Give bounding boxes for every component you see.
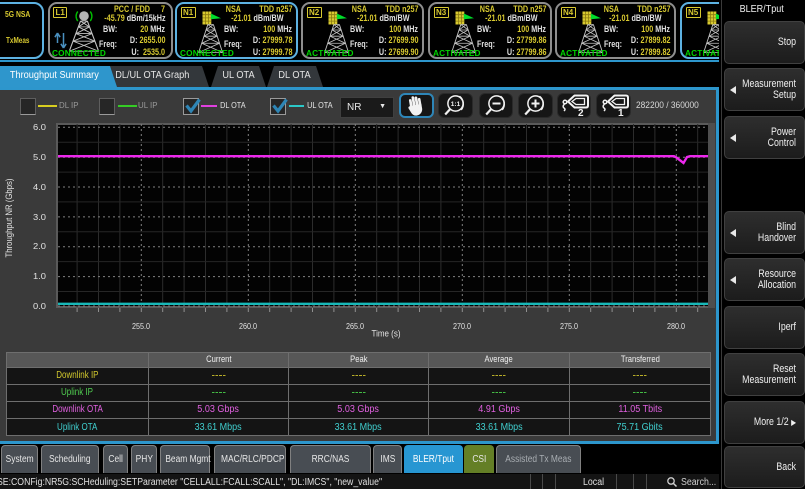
svg-text:1.0: 1.0 [33,271,46,281]
svg-text:5.0: 5.0 [33,152,46,162]
svg-text:260.0: 260.0 [239,321,257,331]
svg-text:265.0: 265.0 [346,321,364,331]
svg-text:4.0: 4.0 [33,182,46,192]
svg-text:2: 2 [578,108,584,119]
svg-text:280.0: 280.0 [667,321,685,331]
svg-text:0.0: 0.0 [33,301,46,311]
svg-text:2.0: 2.0 [33,241,46,251]
svg-text:1: 1 [618,108,624,119]
svg-text:3.0: 3.0 [33,212,46,222]
svg-text:1:1: 1:1 [451,101,461,108]
svg-text:Throughput NR (Gbps): Throughput NR (Gbps) [4,179,14,258]
svg-text:Time (s): Time (s) [372,329,401,340]
svg-text:255.0: 255.0 [132,321,150,331]
svg-text:270.0: 270.0 [453,321,471,331]
svg-text:275.0: 275.0 [560,321,578,331]
svg-text:6.0: 6.0 [33,122,46,132]
